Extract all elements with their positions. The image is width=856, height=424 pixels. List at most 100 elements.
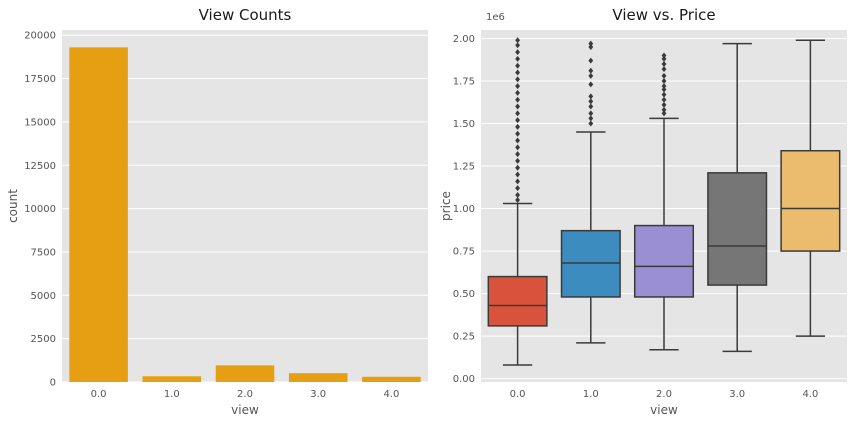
view-vs-price-panel: 0.00 0.25 0.50 0.75 1.00 1.25 1.50 1.75 2.00 0.0… bbox=[439, 6, 847, 417]
x-tick-label: 2.0 bbox=[237, 389, 253, 400]
outlier-point bbox=[661, 52, 667, 59]
outlier-point bbox=[515, 151, 520, 158]
outlier-point bbox=[515, 137, 520, 144]
x-tick-label: 4.0 bbox=[802, 389, 818, 400]
y-tick-label: 1.50 bbox=[453, 119, 475, 130]
bar bbox=[142, 376, 202, 382]
x-tick-label: 1.0 bbox=[583, 389, 599, 400]
outlier-point bbox=[588, 115, 594, 122]
outlier-point bbox=[661, 106, 667, 113]
outlier-point bbox=[588, 110, 594, 117]
x-tick-label: 0.0 bbox=[510, 389, 526, 400]
outlier-point bbox=[515, 89, 520, 96]
outlier-point bbox=[515, 185, 520, 192]
x-tick-label: 2.0 bbox=[656, 389, 672, 400]
y-tick-label: 7500 bbox=[31, 247, 56, 258]
outlier-point bbox=[661, 61, 667, 68]
box-0.0 bbox=[487, 37, 548, 366]
outlier-point bbox=[588, 44, 594, 51]
view-counts-y-label: count bbox=[6, 189, 20, 223]
outlier-point bbox=[588, 98, 594, 105]
outlier-point bbox=[588, 72, 594, 79]
y-tick-label: 15000 bbox=[24, 117, 56, 128]
view-counts-bars bbox=[69, 47, 421, 382]
y-tick-label: 10000 bbox=[24, 204, 56, 215]
outlier-point bbox=[515, 110, 520, 117]
outlier-point bbox=[661, 96, 667, 103]
x-tick-label: 4.0 bbox=[383, 389, 399, 400]
view-counts-x-ticks: 0.0 1.0 2.0 3.0 4.0 bbox=[91, 389, 400, 400]
x-tick-label: 1.0 bbox=[164, 389, 180, 400]
y-tick-label: 0 bbox=[50, 378, 56, 389]
y-tick-label: 1.25 bbox=[453, 162, 475, 173]
outlier-point bbox=[661, 78, 667, 85]
outlier-point bbox=[515, 37, 520, 44]
outlier-point bbox=[515, 157, 520, 164]
iqr-box bbox=[560, 229, 621, 298]
view-vs-price-x-label: view bbox=[650, 403, 678, 417]
outlier-point bbox=[661, 86, 667, 93]
outlier-point bbox=[515, 197, 520, 204]
y-tick-label: 1.00 bbox=[453, 204, 475, 215]
y-tick-label: 17500 bbox=[24, 74, 56, 85]
outlier-point bbox=[515, 96, 520, 103]
view-counts-panel: 0 2500 5000 7500 10000 12500 15000 17500 20000 0… bbox=[6, 6, 428, 417]
y-tick-label: 0.50 bbox=[453, 289, 475, 300]
box-1.0 bbox=[560, 40, 621, 344]
y-tick-label: 0.00 bbox=[453, 374, 475, 385]
y-tick-label: 0.25 bbox=[453, 332, 475, 343]
outlier-point bbox=[515, 171, 520, 178]
box-4.0 bbox=[780, 39, 841, 337]
outlier-point bbox=[661, 91, 667, 98]
view-vs-price-y-offset: 1e6 bbox=[486, 12, 505, 23]
outlier-point bbox=[515, 144, 520, 151]
outlier-point bbox=[661, 83, 667, 90]
y-tick-label: 2.00 bbox=[453, 34, 475, 45]
outlier-point bbox=[515, 42, 520, 49]
outlier-point bbox=[515, 164, 520, 171]
outlier-point bbox=[515, 62, 520, 69]
x-tick-label: 0.0 bbox=[91, 389, 107, 400]
y-tick-label: 1.75 bbox=[453, 77, 475, 88]
outlier-point bbox=[588, 93, 594, 100]
outlier-point bbox=[588, 103, 594, 110]
view-counts-x-label: view bbox=[231, 403, 259, 417]
box-3.0 bbox=[707, 42, 768, 353]
view-vs-price-x-ticks: 0.0 1.0 2.0 3.0 4.0 bbox=[510, 389, 819, 400]
box-2.0 bbox=[633, 52, 695, 351]
bar bbox=[215, 365, 275, 382]
outlier-point bbox=[515, 130, 520, 137]
outlier-point bbox=[515, 76, 520, 83]
outlier-point bbox=[515, 49, 520, 56]
y-tick-label: 5000 bbox=[31, 291, 56, 302]
outlier-point bbox=[515, 69, 520, 76]
outlier-point bbox=[515, 117, 520, 124]
view-vs-price-title: View vs. Price bbox=[612, 6, 715, 24]
x-tick-label: 3.0 bbox=[310, 389, 326, 400]
outlier-point bbox=[515, 178, 520, 185]
iqr-box bbox=[487, 275, 548, 327]
bar bbox=[362, 376, 421, 382]
outlier-point bbox=[661, 66, 667, 73]
iqr-box bbox=[633, 224, 695, 298]
outlier-point bbox=[515, 55, 520, 62]
iqr-box bbox=[780, 149, 841, 252]
outlier-point bbox=[515, 83, 520, 90]
outlier-point bbox=[588, 40, 594, 47]
outlier-point bbox=[661, 55, 667, 62]
view-vs-price-boxes bbox=[487, 37, 841, 366]
outlier-point bbox=[588, 81, 594, 88]
iqr-box bbox=[707, 172, 768, 286]
y-tick-label: 2500 bbox=[31, 334, 56, 345]
view-vs-price-y-ticks: 0.00 0.25 0.50 0.75 1.00 1.25 1.50 1.75 2.00 bbox=[453, 34, 475, 385]
view-vs-price-y-label: price bbox=[439, 191, 453, 221]
view-counts-y-ticks: 0 2500 5000 7500 10000 12500 15000 17500 20000 bbox=[24, 31, 56, 389]
outlier-point bbox=[588, 57, 594, 64]
outlier-point bbox=[661, 110, 667, 117]
view-counts-title: View Counts bbox=[199, 6, 292, 24]
outlier-point bbox=[515, 103, 520, 110]
outlier-point bbox=[661, 101, 667, 108]
outlier-point bbox=[515, 191, 520, 198]
bar bbox=[69, 47, 128, 382]
